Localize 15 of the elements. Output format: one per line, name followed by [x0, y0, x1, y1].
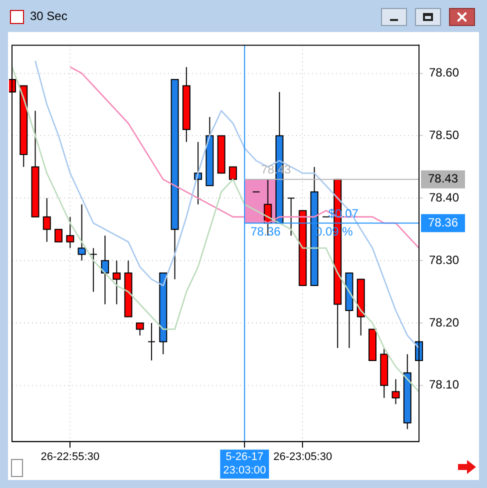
x-tick-label: 26-23:05:30 — [273, 451, 332, 464]
candlestick — [148, 322, 156, 361]
candlestick — [287, 198, 296, 236]
x-tick-label: 26-22:55:30 — [40, 451, 100, 464]
y-tick-label: 78.60 — [429, 66, 460, 80]
candlestick — [89, 248, 98, 292]
y-tick-label: 78.30 — [429, 252, 460, 267]
chart-title: 30 Sec — [30, 9, 68, 23]
x-tick-label: 5-26-17 23:03:00 — [223, 451, 266, 476]
ref-line-label: 78.43 — [428, 172, 458, 186]
y-tick-label: 78.10 — [429, 378, 460, 392]
ref-line-label: 78.36 — [428, 215, 458, 230]
y-tick-label: 78.20 — [429, 315, 460, 330]
y-tick-label: 78.50 — [429, 128, 460, 142]
y-tick-label: 78.40 — [429, 190, 460, 204]
